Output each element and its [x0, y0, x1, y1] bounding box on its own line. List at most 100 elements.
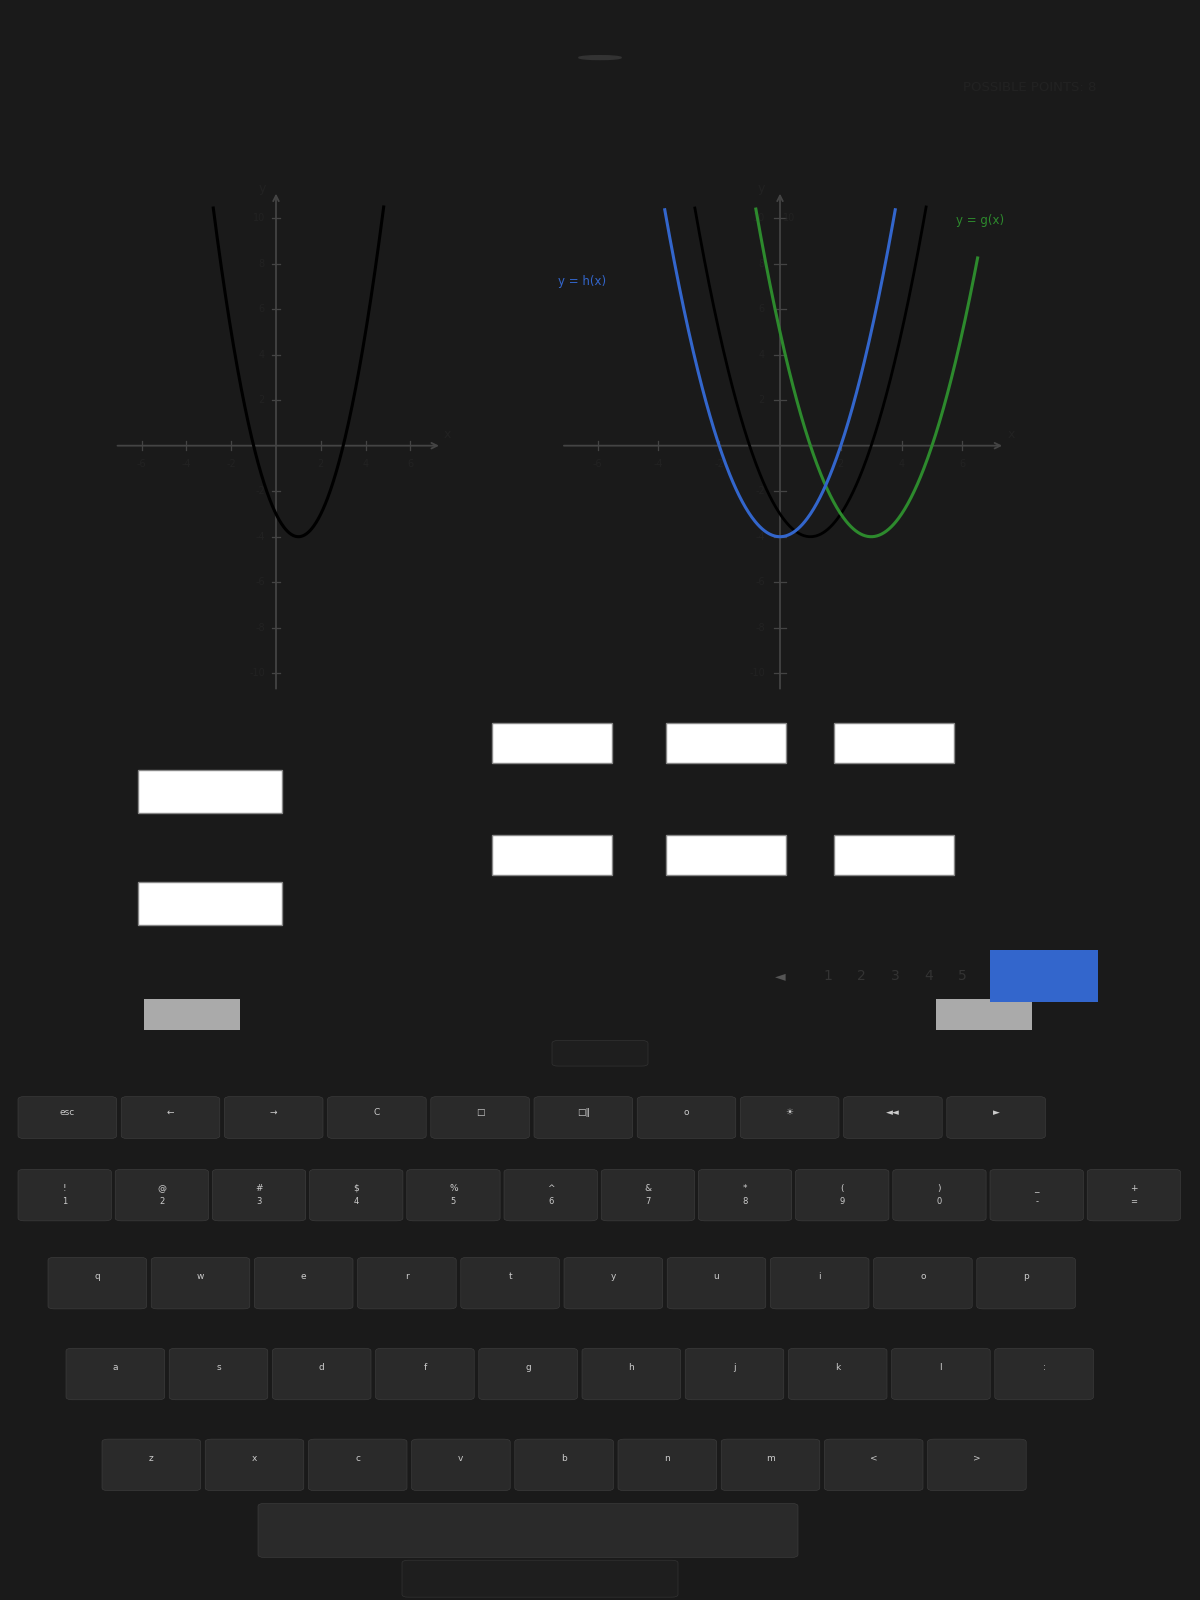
Text: y = h(x): y = h(x)	[558, 275, 606, 288]
FancyBboxPatch shape	[552, 1040, 648, 1066]
FancyBboxPatch shape	[788, 1349, 887, 1400]
Text: 5: 5	[451, 1197, 456, 1206]
FancyBboxPatch shape	[308, 1438, 407, 1491]
Text: z: z	[149, 1454, 154, 1462]
Text: ◄: ◄	[775, 970, 785, 982]
Text: -4: -4	[256, 531, 265, 542]
Text: $: $	[353, 1184, 359, 1194]
Text: -2: -2	[714, 459, 724, 469]
Text: j: j	[733, 1363, 736, 1371]
Text: q: q	[95, 1272, 100, 1282]
Text: o: o	[920, 1272, 925, 1282]
Text: k: k	[835, 1363, 840, 1371]
FancyBboxPatch shape	[515, 1438, 613, 1491]
FancyBboxPatch shape	[115, 1170, 209, 1221]
Text: a: a	[113, 1363, 118, 1371]
FancyBboxPatch shape	[564, 1258, 662, 1309]
FancyBboxPatch shape	[412, 1438, 510, 1491]
Text: esc: esc	[60, 1107, 74, 1117]
Text: 0: 0	[937, 1197, 942, 1206]
FancyBboxPatch shape	[1087, 1170, 1181, 1221]
Text: 6: 6	[959, 459, 966, 469]
FancyBboxPatch shape	[18, 1096, 116, 1139]
FancyBboxPatch shape	[637, 1096, 736, 1139]
FancyBboxPatch shape	[721, 1438, 820, 1491]
Text: -2: -2	[227, 459, 236, 469]
Text: 4: 4	[259, 350, 265, 360]
Text: ►: ►	[992, 1107, 1000, 1117]
Text: w: w	[197, 1272, 204, 1282]
FancyBboxPatch shape	[151, 1258, 250, 1309]
Text: 2: 2	[318, 459, 324, 469]
Text: 6: 6	[407, 459, 414, 469]
Text: 1. The transformation that takes f to g is a: 1. The transformation that takes f to g …	[96, 738, 362, 750]
Text: ⊞ Review: ⊞ Review	[1013, 970, 1075, 982]
FancyBboxPatch shape	[18, 1170, 112, 1221]
Text: □: □	[476, 1107, 485, 1117]
FancyBboxPatch shape	[212, 1170, 306, 1221]
Text: →: →	[270, 1107, 277, 1117]
Text: 8: 8	[743, 1197, 748, 1206]
Text: x: x	[444, 427, 451, 442]
Text: .: .	[958, 738, 961, 750]
FancyBboxPatch shape	[504, 1170, 598, 1221]
FancyBboxPatch shape	[144, 998, 240, 1030]
Text: 2. The transformation that takes f to h is a: 2. The transformation that takes f to h …	[96, 850, 361, 862]
Text: o: o	[684, 1107, 689, 1117]
FancyBboxPatch shape	[102, 1438, 200, 1491]
Text: r: r	[406, 1272, 409, 1282]
Text: 2: 2	[838, 459, 844, 469]
Text: -10: -10	[250, 669, 265, 678]
FancyBboxPatch shape	[892, 1349, 990, 1400]
Text: 2: 2	[258, 395, 265, 405]
Text: 9: 9	[840, 1197, 845, 1206]
Text: -6: -6	[593, 459, 602, 469]
Text: h: h	[629, 1363, 634, 1371]
Text: e: e	[301, 1272, 306, 1282]
FancyBboxPatch shape	[977, 1258, 1075, 1309]
FancyBboxPatch shape	[310, 1170, 403, 1221]
Text: 4: 4	[758, 350, 764, 360]
Text: i: i	[818, 1272, 821, 1282]
FancyBboxPatch shape	[48, 1258, 146, 1309]
Text: y: y	[611, 1272, 616, 1282]
FancyBboxPatch shape	[358, 1258, 456, 1309]
Text: g: g	[526, 1363, 530, 1371]
FancyBboxPatch shape	[534, 1096, 632, 1139]
FancyBboxPatch shape	[205, 1438, 304, 1491]
Text: -6: -6	[755, 578, 764, 587]
Text: 4: 4	[354, 1197, 359, 1206]
Text: x: x	[1008, 427, 1015, 442]
Text: g(x) =: g(x) =	[96, 786, 136, 798]
FancyBboxPatch shape	[618, 1438, 716, 1491]
Text: 10: 10	[752, 213, 764, 222]
FancyBboxPatch shape	[667, 1258, 766, 1309]
FancyBboxPatch shape	[582, 1349, 680, 1400]
Text: 2: 2	[758, 395, 764, 405]
Text: -8: -8	[256, 622, 265, 632]
Text: u: u	[714, 1272, 719, 1282]
FancyBboxPatch shape	[407, 1170, 500, 1221]
FancyBboxPatch shape	[258, 1504, 798, 1557]
Text: x: x	[252, 1454, 257, 1462]
FancyBboxPatch shape	[770, 1258, 869, 1309]
FancyBboxPatch shape	[376, 1349, 474, 1400]
Text: *: *	[743, 1184, 748, 1194]
Text: v: v	[458, 1454, 463, 1462]
FancyBboxPatch shape	[685, 1349, 784, 1400]
Circle shape	[578, 56, 622, 59]
Text: 3: 3	[257, 1197, 262, 1206]
Text: 4: 4	[362, 459, 368, 469]
Text: 6: 6	[758, 304, 764, 314]
Text: 6: 6	[548, 1197, 553, 1206]
FancyBboxPatch shape	[431, 1096, 529, 1139]
Text: b: b	[562, 1454, 566, 1462]
Text: l: l	[940, 1363, 942, 1371]
Text: 3: 3	[890, 970, 900, 982]
Text: :: :	[1043, 1363, 1045, 1371]
Text: 2: 2	[160, 1197, 164, 1206]
FancyBboxPatch shape	[990, 1170, 1084, 1221]
Text: c: c	[355, 1454, 360, 1462]
Text: &: &	[644, 1184, 652, 1194]
Text: y: y	[758, 182, 766, 195]
